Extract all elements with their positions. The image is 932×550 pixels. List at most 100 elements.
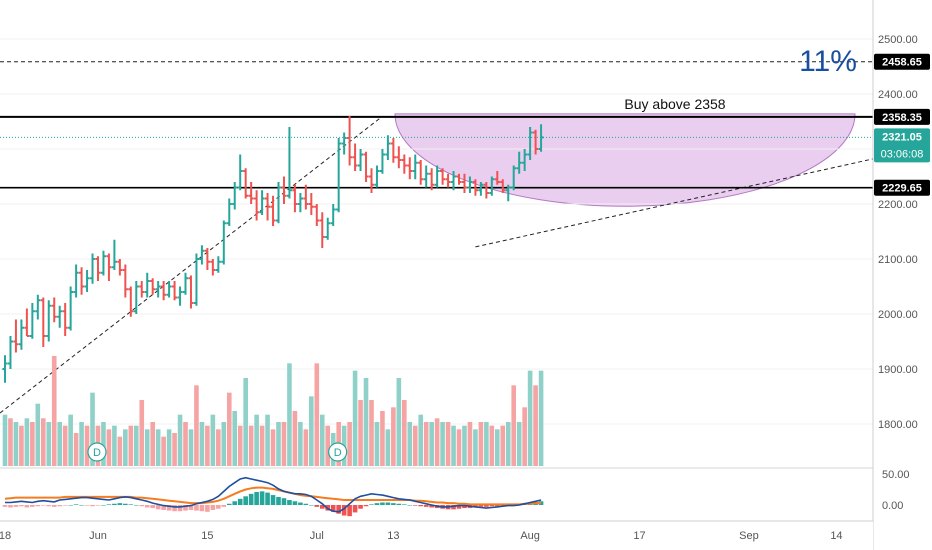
oscillator-bar <box>123 503 128 505</box>
dividend-badge[interactable]: D <box>328 442 348 462</box>
price-tick-label: 1900.00 <box>878 364 918 376</box>
ohlc-bar <box>46 300 52 342</box>
volume-bar <box>385 429 391 466</box>
ohlc-bar <box>527 127 533 160</box>
volume-bar <box>68 414 73 466</box>
volume-bar <box>101 422 106 466</box>
volume-bar <box>270 429 276 466</box>
ohlc-bar <box>166 281 172 298</box>
volume-bar <box>396 378 402 466</box>
oscillator-bar <box>407 505 413 506</box>
volume-bar <box>445 422 451 466</box>
price-tick-label: 2200.00 <box>878 199 918 211</box>
volume-bar <box>473 429 478 466</box>
ohlc-bar <box>500 179 506 193</box>
volume-bar <box>133 425 139 466</box>
ohlc-bar <box>62 303 68 336</box>
volume-bar <box>79 422 84 466</box>
ohlc-bar <box>2 355 8 383</box>
volume-bar <box>205 425 210 466</box>
volume-bar <box>161 436 166 466</box>
volume-bar <box>495 429 500 466</box>
oscillator-bar <box>276 496 281 505</box>
oscillator-bar <box>128 504 134 505</box>
volume-bar <box>533 385 538 466</box>
oscillator-bar <box>352 505 358 513</box>
volume-bar <box>226 392 232 466</box>
ohlc-bar <box>100 250 107 276</box>
volume-bar <box>210 414 216 466</box>
volume-bar <box>139 400 145 466</box>
volume-bar <box>374 422 380 466</box>
ohlc-bar <box>352 143 358 171</box>
volume-bar <box>144 429 150 466</box>
oscillator-pane[interactable] <box>0 467 873 517</box>
ohlc-bar <box>456 173 462 185</box>
volume-bar <box>352 370 358 466</box>
resistance-price-label-bg <box>874 108 930 125</box>
oscillator-bar <box>139 505 145 507</box>
oscillator-bar <box>254 491 259 505</box>
volume-bar <box>57 422 62 466</box>
resistance-price-label: 2358.35 <box>874 108 930 125</box>
oscillator-bar <box>177 505 183 512</box>
ohlc-bar <box>330 204 336 226</box>
oscillator-bar <box>188 505 194 510</box>
time-tick-label: 13 <box>387 530 399 542</box>
volume-bar <box>303 429 309 466</box>
time-tick-label: 18 <box>0 530 11 542</box>
volume-bar <box>90 392 95 466</box>
volume-bar <box>325 425 331 466</box>
oscillator-bar <box>84 505 90 506</box>
volume-bar <box>106 429 112 466</box>
oscillator-bar <box>385 502 391 505</box>
dividend-badge[interactable]: D <box>87 442 107 462</box>
uptrend-dashed-line[interactable] <box>0 117 381 414</box>
oscillator-bar <box>341 505 347 516</box>
ohlc-bar <box>429 168 435 191</box>
ohlc-bar <box>363 151 369 182</box>
oscillator-bar <box>369 504 374 505</box>
last-price-label-text: 2321.05 <box>882 131 922 143</box>
volume-bar <box>363 378 369 466</box>
oscillator-bar <box>13 505 19 507</box>
oscillator-bar <box>270 495 276 505</box>
ohlc-bar <box>418 160 424 185</box>
oscillator-bar <box>412 505 418 506</box>
price-axis[interactable]: 1800.001900.002000.002100.002200.002300.… <box>872 0 932 550</box>
buy-annotation[interactable]: Buy above 2358 <box>624 96 725 112</box>
target-price-label-bg <box>874 53 930 70</box>
ohlc-bar <box>111 239 117 270</box>
volume-bar <box>527 370 533 466</box>
oscillator-axis-ticks: 50.00 0.00 <box>882 469 910 512</box>
ohlc-bar <box>516 151 522 174</box>
oscillator-blue-line <box>5 476 542 513</box>
volume-bar <box>112 425 117 466</box>
target-price-label-text: 2458.65 <box>882 57 922 69</box>
oscillator-bar <box>199 505 205 512</box>
volume-bar <box>24 418 30 466</box>
volume-bar <box>369 400 374 466</box>
oscillator-bar <box>150 505 155 509</box>
ohlc-bar <box>73 264 79 298</box>
oscillator-bar <box>221 505 227 507</box>
volume-bar <box>254 414 259 466</box>
oscillator-bar <box>106 504 112 505</box>
percent-annotation[interactable]: 11% <box>799 45 857 78</box>
ohlc-bar <box>243 168 249 199</box>
ohlc-bar <box>297 193 303 213</box>
ohlc-bar <box>270 195 276 226</box>
oscillator-bar <box>24 505 30 508</box>
volume-bar <box>19 425 24 466</box>
time-axis[interactable]: 18 Jun 15 Jul 13 Aug 17 Sep 14 <box>0 520 873 550</box>
price-pane-background <box>0 0 873 466</box>
volume-bar <box>172 433 177 466</box>
volume-bar <box>237 425 243 466</box>
ohlc-bar <box>95 256 101 281</box>
rising-support-dashed-line[interactable] <box>475 158 874 248</box>
volume-bar <box>194 385 199 466</box>
ohlc-bar <box>450 171 457 191</box>
